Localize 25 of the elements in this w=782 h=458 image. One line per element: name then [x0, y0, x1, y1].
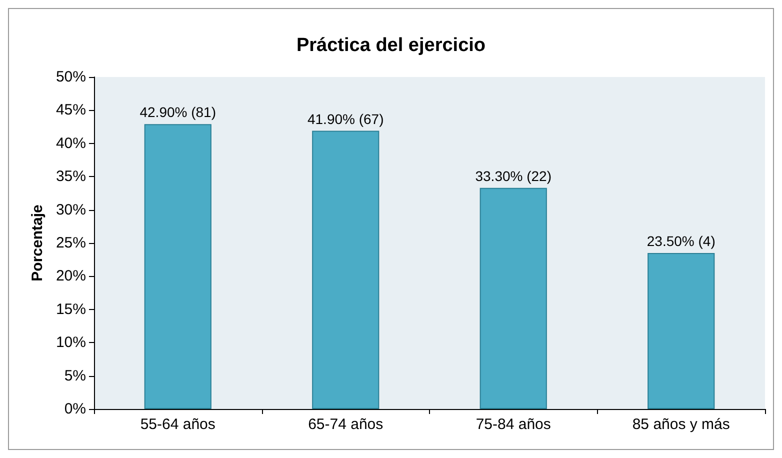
x-tick-label: 75-84 años — [476, 416, 551, 433]
x-tick-label: 65-74 años — [308, 416, 384, 433]
bar — [312, 130, 380, 409]
bar — [480, 188, 547, 409]
y-tick-label: 35% — [56, 168, 86, 186]
y-tick-label: 45% — [56, 102, 86, 119]
y-tick-label: 25% — [56, 234, 86, 252]
y-axis-title: Porcentaje — [29, 204, 46, 282]
data-label: 23.50% (4) — [646, 232, 716, 249]
data-label: 41.90% (67) — [307, 110, 384, 127]
y-tick-label: 10% — [56, 334, 86, 352]
bar — [144, 124, 212, 409]
y-tick-label: 30% — [56, 201, 86, 218]
x-tick-label: 55-64 años — [140, 416, 216, 433]
data-label: 33.30% (22) — [475, 168, 552, 184]
y-tick-label: 40% — [56, 134, 86, 152]
data-label: 42.90% (81) — [140, 104, 216, 120]
y-tick-label: 50% — [56, 68, 86, 86]
x-tick-label: 85 años y más — [632, 416, 730, 433]
y-tick-label: 5% — [64, 367, 86, 384]
y-tick-label: 0% — [64, 400, 86, 418]
chart-title: Práctica del ejercicio — [296, 35, 486, 56]
bar — [648, 252, 715, 409]
y-tick-label: 20% — [56, 268, 86, 285]
y-tick-label: 15% — [56, 300, 86, 318]
